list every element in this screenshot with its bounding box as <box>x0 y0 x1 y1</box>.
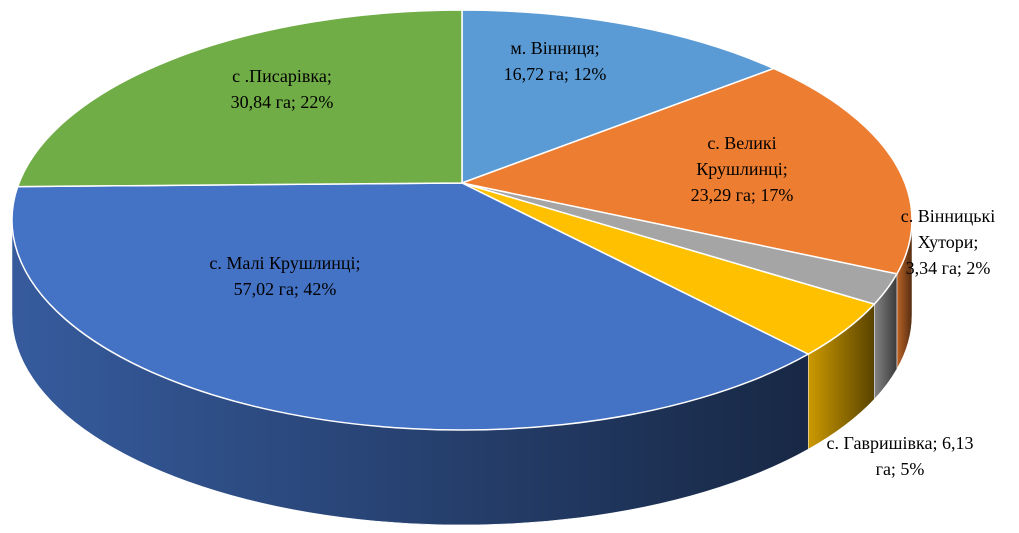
slice <box>11 182 810 431</box>
data-label: с. Гавришівка; 6,13 <box>827 433 974 453</box>
data-label: 30,84 га; 22% <box>231 92 334 112</box>
data-label: с .Писарівка; <box>232 66 332 86</box>
data-label: с. Великі <box>707 133 776 153</box>
data-label: 23,29 га; 17% <box>691 185 794 205</box>
slice <box>461 9 776 185</box>
data-label: Хутори; <box>918 232 979 252</box>
data-label: 3,34 га; 2% <box>906 258 991 278</box>
data-label: м. Вінниця; <box>510 38 599 58</box>
data-label: 16,72 га; 12% <box>504 64 607 84</box>
slice <box>459 67 913 275</box>
data-label: с. Вінницькі <box>901 206 995 226</box>
data-label: га; 5% <box>876 459 925 479</box>
slice <box>16 9 463 188</box>
data-label: Крушлинці; <box>696 159 788 179</box>
data-label: 57,02 га; 42% <box>234 279 337 299</box>
data-label: с. Малі Крушлинці; <box>209 253 360 273</box>
